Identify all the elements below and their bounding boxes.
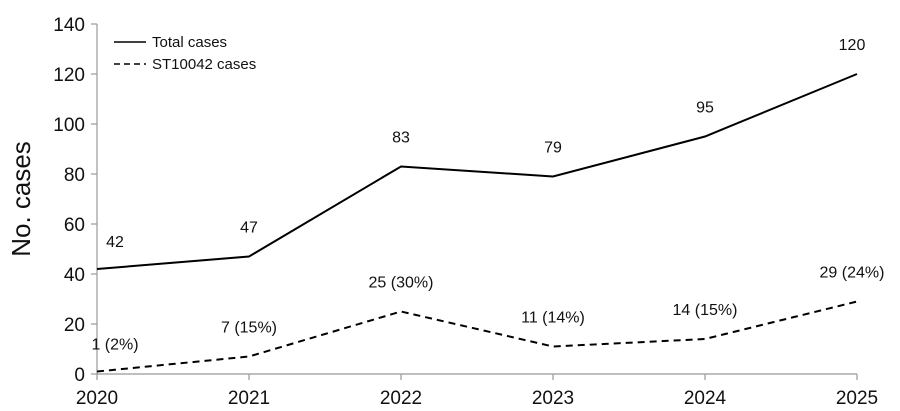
data-label: 1 (2%) [91, 337, 138, 354]
legend-label-st10042-cases: ST10042 cases [152, 56, 256, 73]
x-tick-label: 2021 [228, 388, 270, 409]
data-label: 42 [106, 234, 124, 251]
series-lines [96, 73, 858, 373]
series-line-total-cases [96, 73, 858, 270]
axes [91, 23, 858, 380]
legend: Total cases ST10042 cases [114, 34, 256, 73]
y-tick-label: 100 [53, 115, 85, 136]
data-label: 29 (24%) [820, 265, 885, 282]
data-label: 79 [544, 140, 562, 157]
y-tick-label: 40 [64, 265, 85, 286]
data-label: 47 [240, 220, 258, 237]
y-axis-label: No. cases [6, 141, 36, 257]
x-tick-label: 2023 [532, 388, 574, 409]
x-tick-label: 2024 [684, 388, 727, 409]
y-tick-label: 80 [64, 165, 85, 186]
y-tick-label: 140 [53, 15, 85, 36]
series-line-st10042-cases [96, 300, 858, 373]
data-label: 120 [839, 37, 866, 54]
y-tick-label: 0 [74, 365, 85, 386]
tick-labels: 0 20 40 60 80 100 120 140 2020 2021 2022 2023 2024 20… [53, 15, 878, 409]
x-tick-label: 2020 [76, 388, 118, 409]
legend-label-total-cases: Total cases [152, 34, 227, 51]
data-label: 25 (30%) [369, 275, 434, 292]
x-tick-label: 2022 [380, 388, 422, 409]
data-label: 11 (14%) [521, 310, 585, 327]
y-tick-label: 120 [53, 65, 85, 86]
data-label: 83 [392, 130, 410, 147]
x-tick-label: 2025 [836, 388, 878, 409]
data-label: 7 (15%) [221, 320, 277, 337]
y-tick-label: 20 [64, 315, 85, 336]
data-labels: 42 47 83 79 95 120 1 (2%) 7 (15%) 25 (30%) 11 (14… [91, 37, 884, 354]
data-label: 95 [696, 100, 714, 117]
data-label: 14 (15%) [673, 302, 738, 319]
y-tick-label: 60 [64, 215, 85, 236]
